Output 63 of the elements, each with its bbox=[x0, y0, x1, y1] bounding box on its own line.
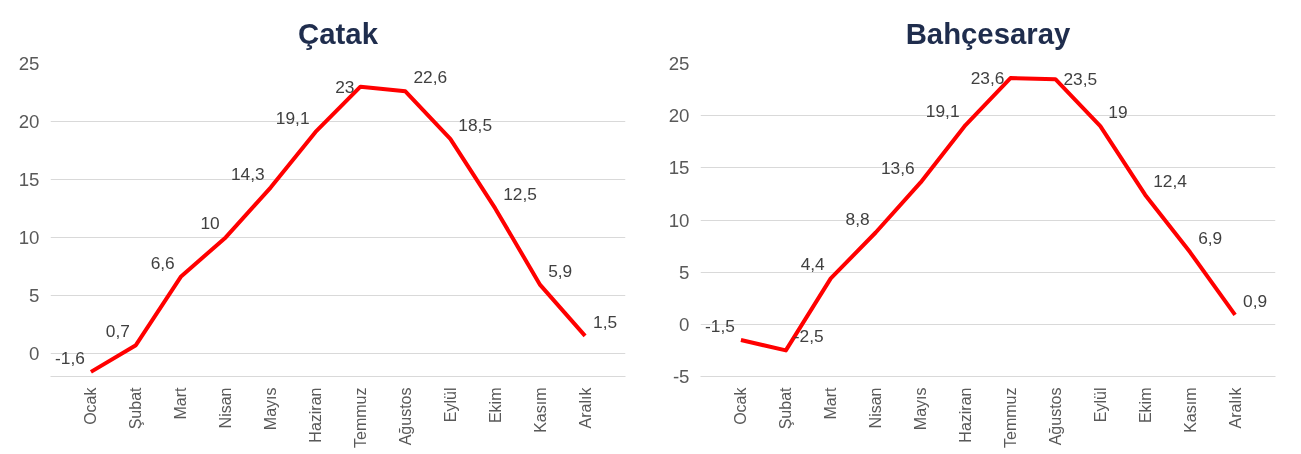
data-label: 0,9 bbox=[1243, 290, 1268, 311]
chart-title: Bahçesaray bbox=[905, 16, 1072, 50]
x-tick-label: Mayıs bbox=[912, 387, 930, 431]
y-tick-label: 5 bbox=[679, 261, 690, 283]
x-tick-label: Şubat bbox=[127, 386, 145, 430]
x-tick-label: Kasım bbox=[531, 387, 549, 433]
x-tick-label: Ekim bbox=[486, 387, 504, 424]
y-tick-label: 10 bbox=[668, 209, 690, 231]
data-label: 0,7 bbox=[105, 321, 130, 342]
data-label: -1,5 bbox=[705, 315, 735, 336]
data-label: 6,9 bbox=[1198, 228, 1223, 249]
x-tick-label: Kasım bbox=[1181, 387, 1199, 433]
x-tick-label: Eylül bbox=[1091, 387, 1109, 423]
data-label: 12,4 bbox=[1153, 170, 1188, 191]
x-tick-label: Mart bbox=[822, 386, 840, 420]
data-label: 12,5 bbox=[503, 184, 537, 205]
data-label: 6,6 bbox=[150, 252, 175, 273]
data-label: 22,6 bbox=[413, 67, 448, 88]
data-label: 18,5 bbox=[458, 114, 493, 135]
y-tick-label: 25 bbox=[18, 53, 40, 74]
data-label: 23,5 bbox=[1063, 69, 1098, 90]
data-label: 10 bbox=[200, 213, 220, 234]
y-tick-label: 20 bbox=[668, 105, 690, 127]
data-label: 14,3 bbox=[230, 163, 265, 184]
data-label: 19,1 bbox=[925, 101, 960, 122]
x-tick-label: Aralık bbox=[576, 386, 594, 429]
data-label: 1,5 bbox=[593, 311, 618, 332]
data-label: 23,6 bbox=[970, 68, 1005, 89]
data-label: -1,6 bbox=[55, 347, 85, 368]
data-label: 19 bbox=[1108, 102, 1128, 123]
y-tick-label: 15 bbox=[668, 157, 690, 179]
x-tick-label: Ağustos bbox=[1046, 387, 1064, 446]
x-tick-label: Ocak bbox=[82, 386, 100, 425]
y-tick-label: 0 bbox=[679, 313, 690, 335]
y-tick-label: 10 bbox=[18, 226, 40, 248]
data-label: 23 bbox=[335, 76, 355, 97]
x-tick-label: Haziran bbox=[307, 387, 325, 443]
x-tick-label: Eylül bbox=[441, 387, 459, 423]
x-tick-label: Şubat bbox=[777, 386, 795, 430]
x-tick-label: Nisan bbox=[867, 387, 885, 429]
y-tick-label: 25 bbox=[668, 53, 690, 74]
y-tick-label: 5 bbox=[29, 284, 40, 306]
x-tick-label: Ocak bbox=[732, 386, 750, 425]
chart-title: Çatak bbox=[298, 16, 379, 50]
data-label: 4,4 bbox=[800, 254, 826, 275]
y-tick-label: -5 bbox=[672, 366, 690, 387]
x-tick-label: Haziran bbox=[957, 387, 975, 443]
x-tick-label: Temmuz bbox=[351, 387, 369, 448]
data-label: 19,1 bbox=[275, 107, 310, 128]
x-tick-label: Nisan bbox=[217, 387, 235, 429]
x-tick-label: Ağustos bbox=[396, 387, 414, 446]
y-tick-label: 15 bbox=[18, 168, 40, 190]
data-label: -2,5 bbox=[793, 326, 824, 347]
x-tick-label: Mayıs bbox=[262, 387, 280, 431]
data-label: 5,9 bbox=[548, 260, 573, 281]
y-tick-label: 0 bbox=[29, 342, 40, 364]
x-tick-label: Temmuz bbox=[1001, 387, 1019, 448]
y-tick-label: 20 bbox=[18, 110, 40, 132]
data-label: 13,6 bbox=[880, 158, 915, 179]
x-tick-label: Aralık bbox=[1226, 386, 1244, 429]
x-tick-label: Mart bbox=[172, 386, 190, 420]
data-label: 8,8 bbox=[845, 208, 870, 229]
x-tick-label: Ekim bbox=[1136, 387, 1154, 424]
